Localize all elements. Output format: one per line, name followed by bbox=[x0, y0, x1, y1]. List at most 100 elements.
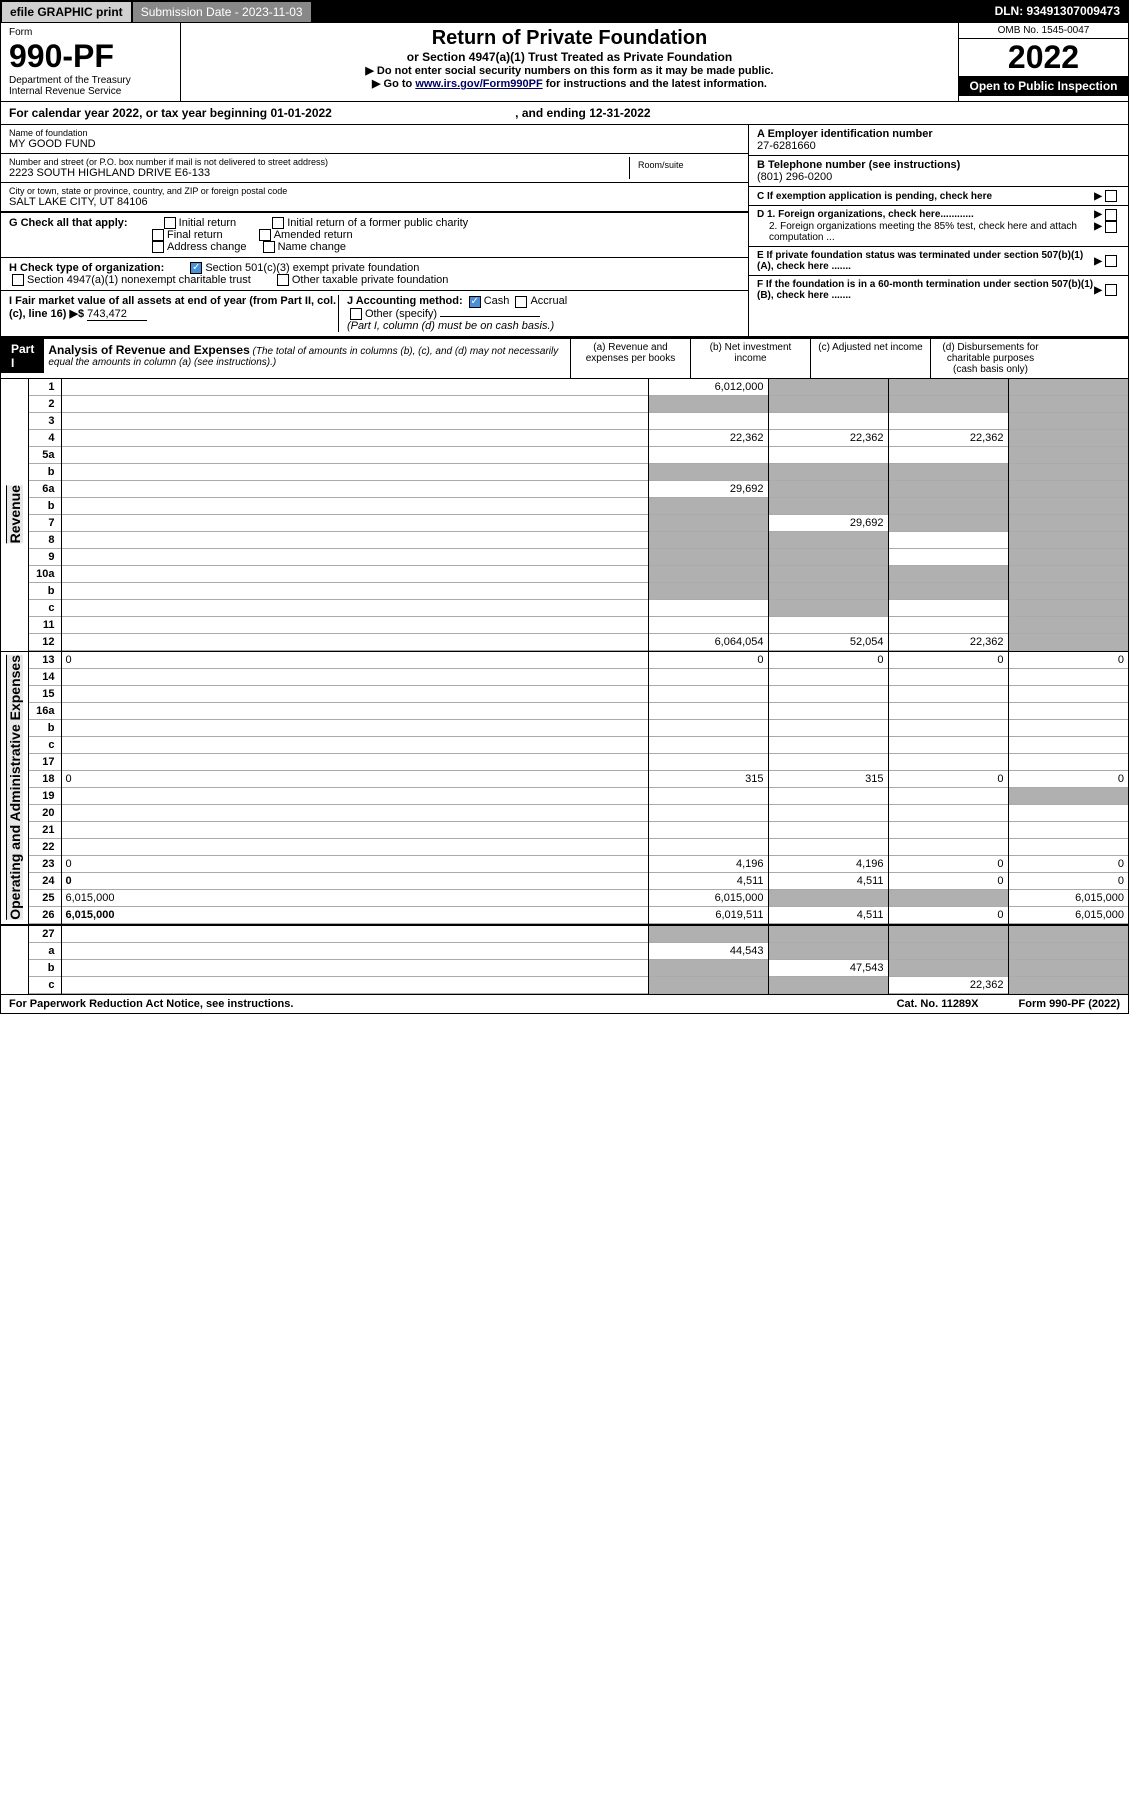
col-d-value bbox=[1008, 719, 1128, 736]
table-row: 126,064,05452,05422,362 bbox=[29, 633, 1128, 650]
col-d-value bbox=[1008, 668, 1128, 685]
col-a-value bbox=[648, 446, 768, 463]
col-c-value bbox=[888, 531, 1008, 548]
col-a-value bbox=[648, 753, 768, 770]
irs-link[interactable]: www.irs.gov/Form990PF bbox=[415, 78, 542, 90]
chk-initial-return[interactable] bbox=[164, 217, 176, 229]
chk-c[interactable] bbox=[1105, 190, 1117, 202]
col-a-value: 6,019,511 bbox=[648, 906, 768, 923]
col-c-value bbox=[888, 804, 1008, 821]
line-number: 12 bbox=[29, 633, 61, 650]
col-b-value bbox=[768, 395, 888, 412]
col-d-value bbox=[1008, 959, 1128, 976]
chk-address-change[interactable] bbox=[152, 241, 164, 253]
table-row: 6a29,692 bbox=[29, 480, 1128, 497]
section-i-j: I Fair market value of all assets at end… bbox=[1, 290, 748, 335]
col-d-value: 6,015,000 bbox=[1008, 889, 1128, 906]
part-1-label: Part I bbox=[1, 339, 44, 373]
col-c-value bbox=[888, 942, 1008, 959]
col-a-value bbox=[648, 787, 768, 804]
col-c-value: 0 bbox=[888, 872, 1008, 889]
col-b-value: 22,362 bbox=[768, 429, 888, 446]
chk-d1[interactable] bbox=[1105, 209, 1117, 221]
table-row: 266,015,0006,019,5114,51106,015,000 bbox=[29, 906, 1128, 923]
table-row: c bbox=[29, 599, 1128, 616]
table-row: 2 bbox=[29, 395, 1128, 412]
line-number: 3 bbox=[29, 412, 61, 429]
dept-treasury: Department of the Treasury bbox=[9, 75, 172, 86]
chk-501c3[interactable] bbox=[190, 262, 202, 274]
chk-cash[interactable] bbox=[469, 296, 481, 308]
chk-d2[interactable] bbox=[1105, 221, 1117, 233]
chk-name-change[interactable] bbox=[263, 241, 275, 253]
col-b-value bbox=[768, 668, 888, 685]
line-number: c bbox=[29, 736, 61, 753]
line-number: 10a bbox=[29, 565, 61, 582]
foundation-name-cell: Name of foundation MY GOOD FUND bbox=[1, 125, 748, 154]
chk-initial-public[interactable] bbox=[272, 217, 284, 229]
city-cell: City or town, state or province, country… bbox=[1, 183, 748, 212]
col-a-value: 6,015,000 bbox=[648, 889, 768, 906]
chk-accrual[interactable] bbox=[515, 296, 527, 308]
ein-value: 27-6281660 bbox=[757, 140, 1120, 152]
col-d-value bbox=[1008, 480, 1128, 497]
col-c-value bbox=[888, 889, 1008, 906]
col-b-value: 0 bbox=[768, 652, 888, 669]
col-b-value: 4,196 bbox=[768, 855, 888, 872]
page-footer: For Paperwork Reduction Act Notice, see … bbox=[1, 994, 1128, 1013]
line-number: 24 bbox=[29, 872, 61, 889]
col-a-value bbox=[648, 685, 768, 702]
col-d-value bbox=[1008, 821, 1128, 838]
table-row: 14 bbox=[29, 668, 1128, 685]
line-description bbox=[61, 548, 648, 565]
dept-irs: Internal Revenue Service bbox=[9, 86, 172, 97]
line-description bbox=[61, 942, 648, 959]
col-c-value: 0 bbox=[888, 906, 1008, 923]
chk-amended[interactable] bbox=[259, 229, 271, 241]
col-c-value bbox=[888, 736, 1008, 753]
col-d-value bbox=[1008, 446, 1128, 463]
line-number: 11 bbox=[29, 616, 61, 633]
col-d-value bbox=[1008, 633, 1128, 650]
col-a-value: 22,362 bbox=[648, 429, 768, 446]
table-row: 15 bbox=[29, 685, 1128, 702]
line-description bbox=[61, 633, 648, 650]
col-a-value bbox=[648, 719, 768, 736]
table-row: 2304,1964,19600 bbox=[29, 855, 1128, 872]
col-d-value bbox=[1008, 531, 1128, 548]
table-row: 22 bbox=[29, 838, 1128, 855]
chk-other-method[interactable] bbox=[350, 308, 362, 320]
col-d-value: 0 bbox=[1008, 770, 1128, 787]
col-d-value bbox=[1008, 976, 1128, 993]
line-description bbox=[61, 804, 648, 821]
form-number: 990-PF bbox=[9, 38, 172, 75]
chk-other-taxable[interactable] bbox=[277, 274, 289, 286]
col-d-value bbox=[1008, 514, 1128, 531]
chk-4947[interactable] bbox=[12, 274, 24, 286]
address-cell: Number and street (or P.O. box number if… bbox=[1, 154, 748, 183]
table-row: 20 bbox=[29, 804, 1128, 821]
expenses-section: Operating and Administrative Expenses 13… bbox=[1, 651, 1128, 924]
line-description bbox=[61, 976, 648, 993]
line-description bbox=[61, 959, 648, 976]
table-row: c22,362 bbox=[29, 976, 1128, 993]
chk-f[interactable] bbox=[1105, 284, 1117, 296]
col-a-value: 29,692 bbox=[648, 480, 768, 497]
col-a-value bbox=[648, 821, 768, 838]
form-subtitle: or Section 4947(a)(1) Trust Treated as P… bbox=[185, 50, 954, 64]
revenue-label: Revenue bbox=[6, 485, 23, 543]
chk-final-return[interactable] bbox=[152, 229, 164, 241]
line-description: 0 bbox=[61, 770, 648, 787]
col-c-value bbox=[888, 753, 1008, 770]
col-c-value: 22,362 bbox=[888, 976, 1008, 993]
col-d-value bbox=[1008, 838, 1128, 855]
line-description bbox=[61, 480, 648, 497]
tax-year: 2022 bbox=[959, 39, 1128, 76]
chk-e[interactable] bbox=[1105, 255, 1117, 267]
line-number: a bbox=[29, 942, 61, 959]
efile-print-button[interactable]: efile GRAPHIC print bbox=[1, 1, 132, 23]
table-row: 3 bbox=[29, 412, 1128, 429]
col-d-value: 0 bbox=[1008, 855, 1128, 872]
section-f: F If the foundation is in a 60-month ter… bbox=[749, 276, 1128, 304]
col-a-value bbox=[648, 976, 768, 993]
